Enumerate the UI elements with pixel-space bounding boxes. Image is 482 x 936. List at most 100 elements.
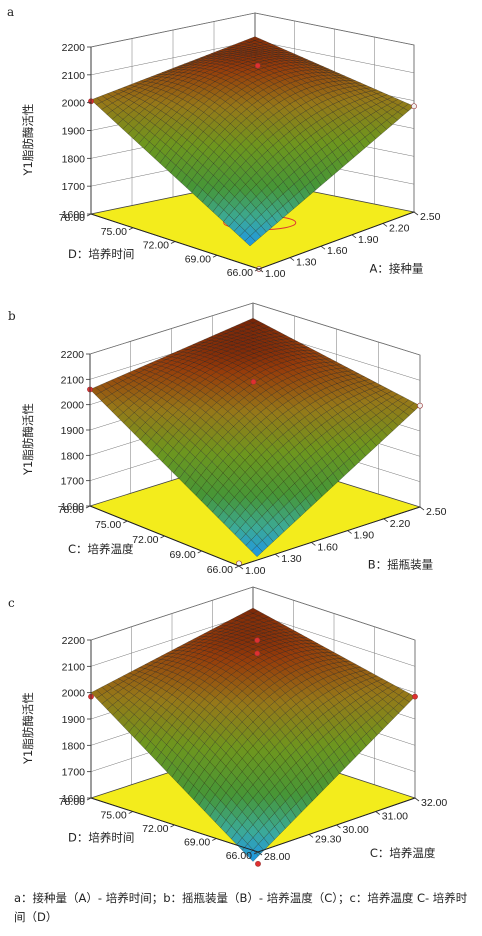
left-axis-title: C：培养温度 (68, 542, 134, 556)
left-tick-mark (86, 797, 92, 801)
z-axis-title: Y1脂肪酶活性 (21, 104, 35, 177)
right-axis-title: C：培养温度 (370, 846, 436, 860)
right-tick-label: 31.00 (382, 811, 408, 823)
left-tick-label: 66.00 (226, 850, 252, 862)
design-point (254, 650, 261, 657)
left-tick-label: 66.00 (227, 267, 253, 279)
right-tick-label: 2.50 (426, 506, 447, 518)
z-tick-label: 1600 (61, 501, 85, 513)
z-tick-label: 1600 (62, 209, 86, 221)
panel-label: b (8, 309, 16, 323)
response-surface (90, 36, 415, 247)
z-tick-label: 2200 (61, 349, 85, 361)
z-axis-title: Y1脂肪酶活性 (21, 403, 35, 476)
left-tick-label: 66.00 (207, 564, 233, 576)
right-axis-title: B：摇瓶装量 (368, 558, 433, 572)
right-tick-label: 2.50 (420, 211, 441, 223)
z-tick-label: 2000 (62, 688, 86, 700)
z-tick-label: 1600 (62, 793, 86, 805)
left-tick-mark (170, 241, 176, 244)
response-surface (89, 318, 421, 557)
panel-label: a (7, 5, 14, 19)
left-tick-mark (253, 851, 259, 855)
right-tick-label: 1.60 (317, 541, 338, 553)
surface-cell (251, 545, 263, 557)
right-tick-mark (308, 834, 314, 838)
right-tick-mark (347, 530, 352, 534)
left-axis-title: D：培养时间 (68, 830, 134, 844)
right-tick-mark (320, 245, 326, 250)
response-surface (90, 607, 416, 862)
right-tick-label: 30.00 (343, 824, 369, 836)
right-tick-label: 29.30 (315, 833, 341, 845)
z-tick-label: 1800 (61, 450, 85, 462)
right-tick-label: 1.00 (245, 565, 266, 577)
right-tick-label: 1.30 (281, 553, 302, 565)
design-point (417, 402, 423, 409)
z-tick-label: 1700 (62, 767, 86, 779)
left-tick-mark (128, 227, 134, 231)
wall-gridline (90, 586, 416, 641)
z-tick-label: 2000 (61, 400, 85, 412)
left-tick-mark (170, 824, 175, 828)
right-tick-label: 1.30 (296, 257, 317, 269)
left-axis-title: D：培养时间 (68, 247, 134, 261)
right-tick-mark (375, 811, 380, 815)
figure-caption: a：接种量（A）- 培养时间；b：摇瓶装量（B）- 培养温度（C）；c：培养温度… (14, 891, 468, 924)
z-tick-label: 2100 (62, 70, 86, 82)
right-tick-label: 2.20 (389, 222, 410, 234)
wall-gridline (89, 302, 421, 356)
design-point (250, 378, 257, 385)
left-tick-mark (197, 550, 202, 554)
left-tick-label: 69.00 (184, 837, 210, 849)
left-tick-mark (86, 213, 92, 217)
right-tick-label: 2.20 (390, 518, 411, 530)
left-tick-mark (212, 838, 217, 841)
panel-c-chart: c 1600 1700 1800 1900 2000 2100 2200 Y1脂肪酶活性 66.0… (8, 586, 447, 867)
right-tick-mark (258, 268, 264, 273)
right-tick-label: 1.00 (265, 268, 286, 280)
right-tick-label: 32.00 (421, 797, 447, 809)
right-tick-label: 1.90 (354, 530, 375, 542)
left-tick-label: 72.00 (132, 534, 158, 546)
z-tick-label: 1900 (62, 714, 86, 726)
z-tick-label: 1900 (61, 425, 85, 437)
right-tick-mark (382, 223, 388, 227)
right-tick-mark (238, 565, 244, 570)
floor-front-edge (90, 797, 416, 853)
z-tick-label: 2100 (62, 661, 86, 673)
right-tick-mark (289, 257, 295, 261)
z-tick-label: 2200 (62, 42, 86, 54)
surface-cell (247, 849, 259, 862)
left-tick-label: 69.00 (169, 549, 195, 561)
right-tick-mark (274, 553, 280, 558)
panel-label: c (8, 596, 15, 610)
left-tick-mark (128, 811, 133, 814)
left-tick-label: 75.00 (101, 226, 127, 238)
z-tick-label: 2000 (62, 98, 86, 110)
z-tick-label: 2200 (62, 635, 86, 647)
right-tick-label: 28.00 (264, 851, 290, 863)
right-tick-mark (419, 506, 425, 511)
right-tick-label: 1.90 (358, 234, 379, 246)
floor-front-edge (90, 211, 415, 270)
left-tick-label: 72.00 (142, 823, 168, 835)
design-point (411, 103, 417, 110)
right-tick-mark (414, 797, 420, 802)
right-tick-mark (311, 542, 316, 546)
left-tick-label: 72.00 (143, 240, 169, 252)
floor-front-edge (89, 505, 421, 567)
left-tick-label: 78.00 (59, 796, 85, 808)
z-tick-label: 1800 (62, 740, 86, 752)
left-tick-mark (234, 565, 240, 569)
right-tick-mark (336, 824, 341, 829)
wall-gridline (90, 12, 415, 48)
left-tick-mark (254, 268, 260, 272)
z-tick-label: 1900 (62, 126, 86, 138)
right-tick-mark (257, 851, 263, 856)
right-tick-mark (413, 211, 419, 216)
z-tick-label: 1800 (62, 153, 86, 165)
left-tick-label: 78.00 (58, 504, 84, 516)
panel-b-chart: b 1600 1700 1800 1900 2000 2100 2200 Y1脂肪酶活性 66.0… (8, 302, 447, 577)
